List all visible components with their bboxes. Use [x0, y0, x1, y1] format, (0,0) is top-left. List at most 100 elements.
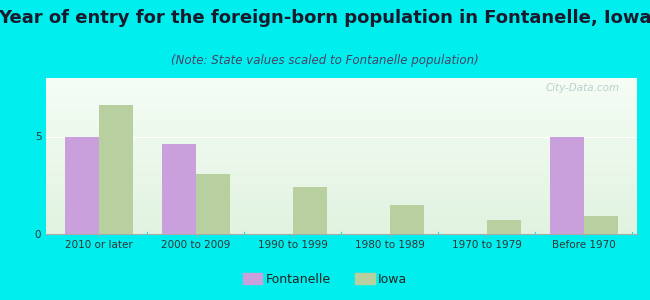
Bar: [46, 206, 637, 208]
Bar: [46, 228, 637, 229]
Bar: [46, 221, 637, 223]
Bar: [46, 161, 637, 162]
Bar: [292, 187, 327, 234]
Bar: [46, 151, 637, 153]
Bar: [46, 94, 637, 95]
Bar: [46, 215, 637, 217]
Bar: [46, 143, 637, 145]
Bar: [46, 167, 637, 169]
Bar: [46, 83, 637, 84]
Bar: [46, 172, 637, 173]
Bar: [99, 105, 133, 234]
Bar: [46, 109, 637, 111]
Bar: [46, 122, 637, 123]
Bar: [46, 78, 637, 80]
Bar: [46, 147, 637, 148]
Bar: [46, 150, 637, 151]
Bar: [46, 229, 637, 231]
Bar: [46, 133, 637, 134]
Text: Year of entry for the foreign-born population in Fontanelle, Iowa: Year of entry for the foreign-born popul…: [0, 9, 650, 27]
Bar: [46, 97, 637, 98]
Bar: [46, 165, 637, 167]
Bar: [46, 136, 637, 137]
Bar: [46, 211, 637, 212]
Bar: [46, 98, 637, 100]
Bar: [46, 200, 637, 201]
Bar: [46, 81, 637, 83]
Bar: [46, 112, 637, 114]
Bar: [46, 91, 637, 92]
Bar: [46, 101, 637, 103]
Bar: [46, 164, 637, 165]
Bar: [46, 116, 637, 117]
Bar: [46, 178, 637, 179]
Bar: [46, 182, 637, 184]
Bar: [46, 204, 637, 206]
Bar: [46, 218, 637, 220]
Bar: [46, 111, 637, 112]
Bar: [46, 120, 637, 122]
Bar: [46, 159, 637, 161]
Bar: [46, 92, 637, 94]
Bar: [46, 100, 637, 101]
Text: City-Data.com: City-Data.com: [545, 83, 619, 93]
Bar: [46, 220, 637, 221]
Bar: [46, 175, 637, 176]
Bar: [46, 196, 637, 198]
Bar: [46, 156, 637, 158]
Bar: [46, 142, 637, 143]
Bar: [46, 189, 637, 190]
Bar: [46, 203, 637, 204]
Bar: [46, 170, 637, 172]
Bar: [46, 214, 637, 215]
Bar: [46, 153, 637, 154]
Bar: [584, 217, 618, 234]
Bar: [46, 128, 637, 130]
Bar: [46, 117, 637, 118]
Bar: [46, 190, 637, 192]
Bar: [46, 192, 637, 194]
Bar: [46, 118, 637, 120]
Bar: [46, 226, 637, 228]
Bar: [46, 212, 637, 214]
Bar: [46, 154, 637, 156]
Bar: [46, 86, 637, 87]
Bar: [46, 176, 637, 178]
Bar: [65, 136, 99, 234]
Bar: [46, 158, 637, 159]
Bar: [46, 217, 637, 218]
Bar: [46, 184, 637, 186]
Bar: [46, 80, 637, 81]
Bar: [46, 208, 637, 209]
Bar: [196, 173, 229, 234]
Bar: [390, 205, 424, 234]
Bar: [46, 225, 637, 226]
Bar: [46, 103, 637, 104]
Bar: [46, 123, 637, 125]
Bar: [46, 223, 637, 225]
Bar: [46, 140, 637, 142]
Text: (Note: State values scaled to Fontanelle population): (Note: State values scaled to Fontanelle…: [171, 54, 479, 67]
Bar: [46, 125, 637, 126]
Bar: [46, 106, 637, 108]
Bar: [46, 139, 637, 140]
Bar: [46, 104, 637, 106]
Bar: [46, 137, 637, 139]
Bar: [46, 114, 637, 116]
Bar: [46, 162, 637, 164]
Bar: [46, 87, 637, 89]
Bar: [162, 144, 196, 234]
Bar: [46, 232, 637, 234]
Bar: [46, 231, 637, 232]
Bar: [487, 220, 521, 234]
Bar: [46, 148, 637, 150]
Bar: [46, 145, 637, 147]
Bar: [550, 136, 584, 234]
Bar: [46, 187, 637, 189]
Bar: [46, 130, 637, 131]
Bar: [46, 194, 637, 195]
Bar: [46, 198, 637, 200]
Bar: [46, 131, 637, 133]
Legend: Fontanelle, Iowa: Fontanelle, Iowa: [238, 268, 412, 291]
Bar: [46, 201, 637, 203]
